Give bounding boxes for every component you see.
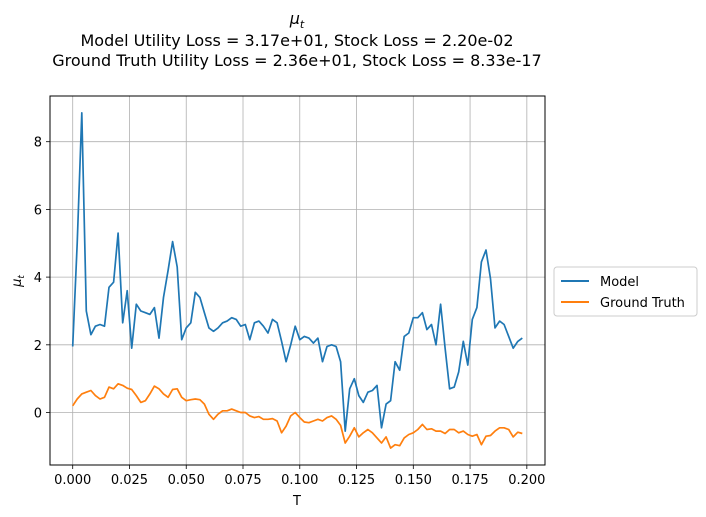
x-tick-label: 0.150 <box>395 473 432 488</box>
y-tick-label: 8 <box>34 136 42 151</box>
chart-subtitle-2: Ground Truth Utility Loss = 2.36e+01, St… <box>52 51 541 70</box>
x-tick-label: 0.050 <box>168 473 205 488</box>
chart-title: μt <box>289 9 305 31</box>
x-tick-label: 0.000 <box>54 473 91 488</box>
series-lines <box>71 112 523 449</box>
series-line-model <box>71 112 523 432</box>
legend-box <box>553 266 698 317</box>
x-axis-label: T <box>292 494 301 509</box>
legend-label-ground-truth: Ground Truth <box>600 296 685 311</box>
y-tick-label: 2 <box>34 339 42 354</box>
x-tick-label: 0.075 <box>224 473 261 488</box>
plot-frame <box>49 95 546 466</box>
chart-subtitle-1: Model Utility Loss = 3.17e+01, Stock Los… <box>81 31 514 50</box>
y-tick-label: 0 <box>34 407 42 422</box>
x-tick-label: 0.100 <box>281 473 318 488</box>
x-tick-label: 0.200 <box>508 473 545 488</box>
y-tick-label: 6 <box>34 203 42 218</box>
x-tick-label: 0.025 <box>111 473 148 488</box>
x-tick-label: 0.125 <box>338 473 375 488</box>
grid-lines <box>50 96 545 465</box>
axis-ticks: 0.000 0.025 0.050 0.075 0.100 0.125 0.150 0.175… <box>34 136 546 488</box>
x-tick-label: 0.175 <box>451 473 488 488</box>
legend: Model Ground Truth <box>553 266 698 317</box>
y-axis-label: μt <box>10 275 27 288</box>
y-tick-label: 4 <box>34 271 42 286</box>
legend-label-model: Model <box>600 275 639 290</box>
series-line-ground-truth <box>71 382 523 449</box>
